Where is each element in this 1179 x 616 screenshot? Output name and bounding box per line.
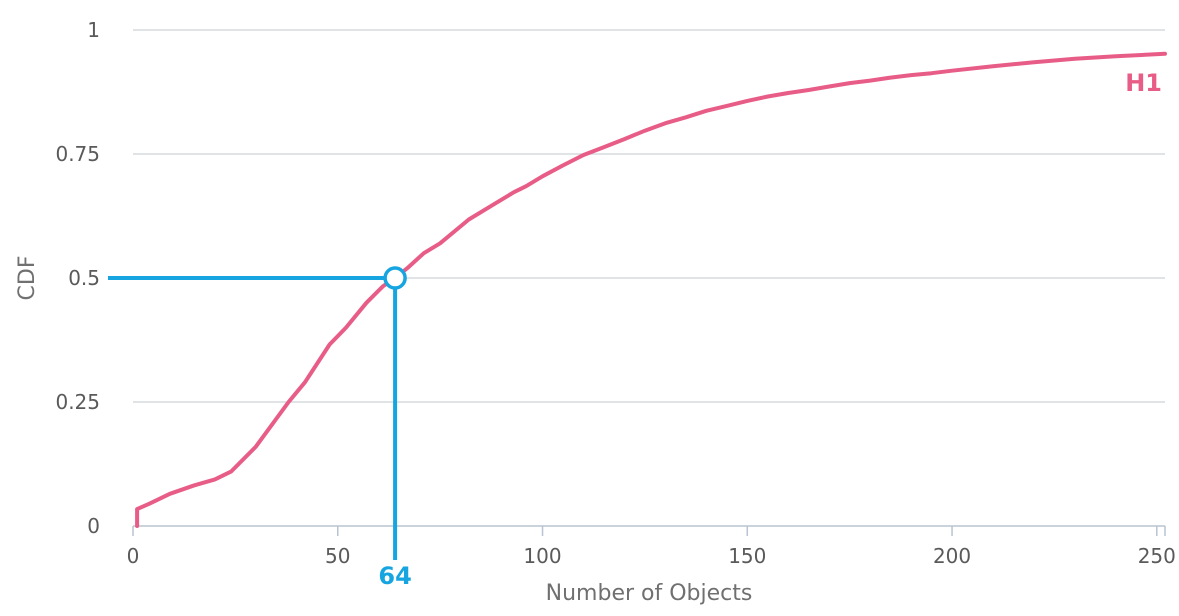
x-tick-label: 200 <box>933 544 971 568</box>
x-axis-title: Number of Objects <box>546 581 753 606</box>
series-group: H1 <box>135 51 1167 528</box>
x-tick-label: 0 <box>127 544 140 568</box>
y-axis-ticks: 0 0.25 0.5 0.75 1 <box>55 18 100 538</box>
x-tick-label: 50 <box>325 544 350 568</box>
y-tick-label: 0.75 <box>55 142 100 166</box>
marker-circle <box>383 266 407 290</box>
y-tick-label: 0.5 <box>68 266 100 290</box>
y-tick-label: 0.25 <box>55 390 100 414</box>
grid-lines <box>133 29 1165 403</box>
x-tick-label: 250 <box>1138 544 1176 568</box>
x-axis: 0 50 100 150 200 250 <box>127 525 1176 568</box>
y-tick-label: 0 <box>87 514 100 538</box>
x-tick-label: 100 <box>523 544 561 568</box>
series-line <box>135 51 1167 528</box>
y-axis-title: CDF <box>15 256 40 301</box>
y-tick-label: 1 <box>87 18 100 42</box>
x-tick-label: 150 <box>728 544 766 568</box>
series-label: H1 <box>1125 69 1162 97</box>
marker-value-label: 64 <box>378 562 411 590</box>
median-marker: 64 <box>108 276 412 590</box>
